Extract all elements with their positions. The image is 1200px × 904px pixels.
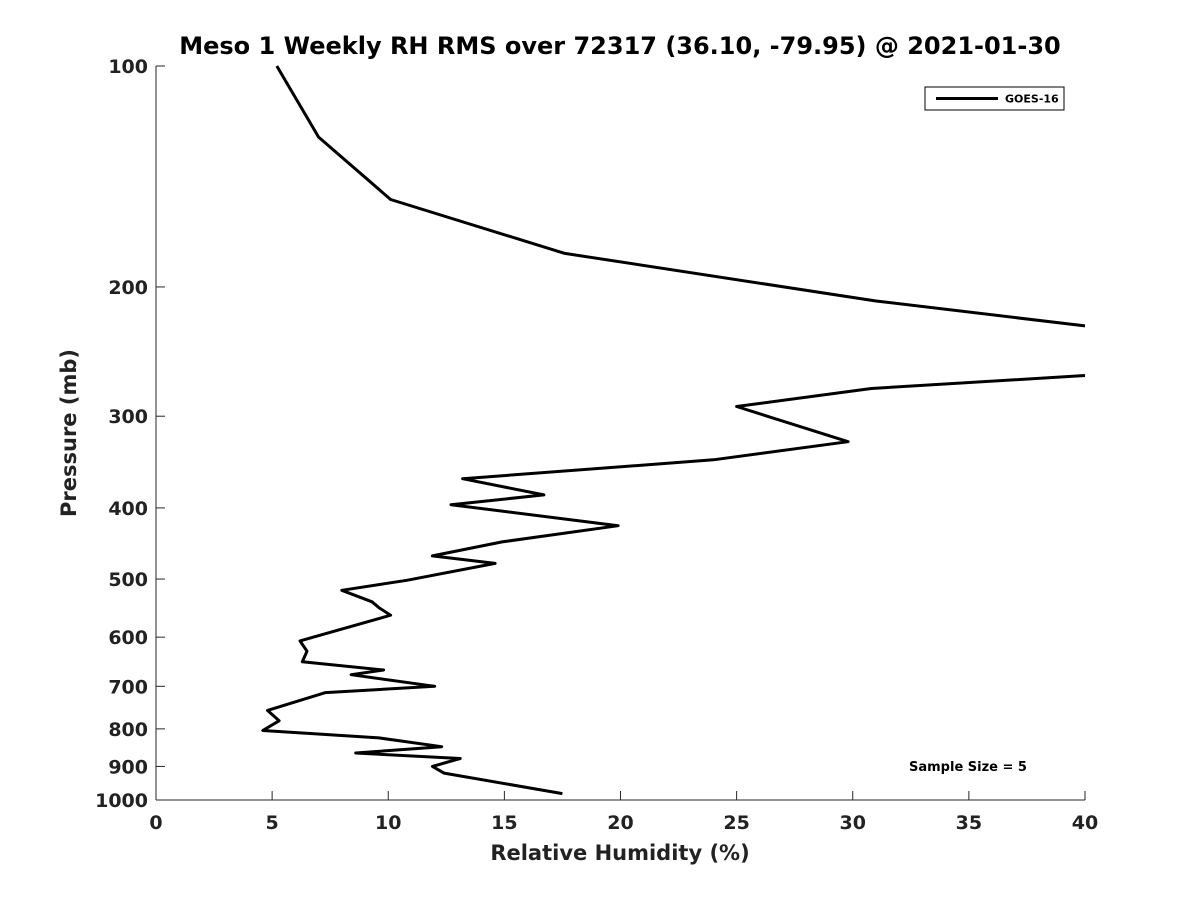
y-tick-label: 200 — [108, 277, 148, 299]
x-tick-label: 35 — [956, 812, 982, 834]
x-tick-label: 25 — [723, 812, 749, 834]
series-line-goes-16 — [275, 65, 1086, 328]
x-tick-label: 0 — [149, 812, 162, 834]
y-tick-label: 1000 — [95, 790, 148, 812]
legend-label-goes-16: GOES-16 — [1005, 93, 1059, 106]
y-tick-label: 600 — [108, 627, 148, 649]
x-axis-label: Relative Humidity (%) — [490, 841, 749, 865]
y-tick-label: 500 — [108, 569, 148, 591]
y-tick-label: 400 — [108, 498, 148, 520]
series-line-goes-16 — [261, 374, 1086, 796]
y-tick-label: 900 — [108, 756, 148, 778]
x-tick-label: 20 — [607, 812, 633, 834]
legend: GOES-16 — [924, 86, 1065, 111]
y-tick-label: 700 — [108, 676, 148, 698]
y-tick-label: 800 — [108, 719, 148, 741]
x-tick-label: 40 — [1072, 812, 1098, 834]
series-layer — [261, 65, 1086, 796]
x-tick-label: 30 — [840, 812, 866, 834]
x-tick-label: 10 — [375, 812, 401, 834]
x-tick-label: 5 — [266, 812, 279, 834]
sample-size-annotation: Sample Size = 5 — [909, 760, 1027, 775]
x-tick-label: 15 — [491, 812, 517, 834]
axes-layer: 0 5 10 15 20 25 30 35 40 100 200 300 400 500 600 700 800… — [95, 56, 1098, 834]
y-tick-label: 100 — [108, 56, 148, 78]
y-axis-label: Pressure (mb) — [57, 349, 81, 517]
y-tick-label: 300 — [108, 406, 148, 428]
chart-title: Meso 1 Weekly RH RMS over 72317 (36.10, … — [179, 32, 1061, 60]
plot-frame — [156, 66, 1085, 800]
